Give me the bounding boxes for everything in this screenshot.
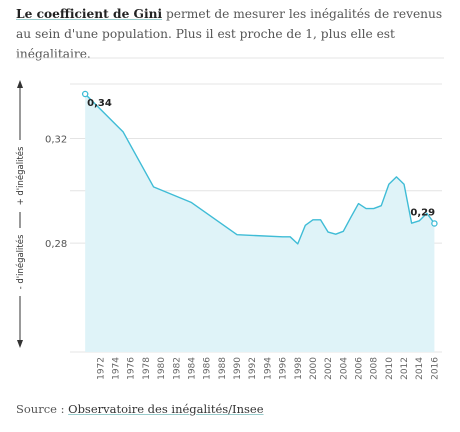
source-label: Source : — [16, 402, 69, 416]
xtick-label: 1990 — [233, 357, 243, 380]
source-line: Source : Observatoire des inégalités/Ins… — [16, 402, 264, 416]
source-link[interactable]: Observatoire des inégalités/Insee — [68, 402, 264, 416]
area-layer — [85, 94, 435, 352]
xtick-label: 1996 — [279, 357, 289, 380]
xtick-label: 1992 — [248, 357, 258, 380]
xtick-label: 2006 — [354, 357, 364, 380]
xtick-label: 1984 — [187, 357, 197, 380]
xtick-label: 1994 — [263, 357, 273, 380]
series-area — [85, 94, 435, 352]
data-label: 0,34 — [87, 98, 112, 109]
ylabel-bottom: - d'inégalités — [15, 234, 26, 289]
ytick-label: 0,28 — [45, 239, 67, 250]
xtick-label: 1976 — [127, 357, 137, 380]
gini-link[interactable]: Le coefficient de Gini — [16, 7, 163, 21]
ylabel-top: + d'inégalités — [15, 146, 26, 205]
intro-paragraph: Le coefficient de Gini permet de mesurer… — [16, 4, 446, 64]
xtick-label: 2004 — [339, 357, 349, 380]
intro-text: permet de mesurer les inégalités de reve… — [16, 7, 443, 61]
xtick-label: 1986 — [203, 357, 213, 380]
xtick-label: 1978 — [142, 357, 152, 380]
annotations: 0,34 0,29 — [87, 98, 435, 218]
xtick-label: 1982 — [172, 357, 182, 380]
xtick-label: 2008 — [370, 357, 380, 380]
data-point[interactable] — [431, 220, 438, 227]
y-arrow-down-icon — [17, 340, 23, 348]
x-ticks: 1972 1974 1976 1978 1980 1982 1984 1986 1988 1990… — [96, 357, 440, 380]
xtick-label: 2012 — [400, 357, 410, 380]
series-line — [84, 93, 435, 245]
xtick-label: 1974 — [112, 357, 122, 380]
xtick-label: 2016 — [430, 357, 440, 380]
xtick-label: 1988 — [218, 357, 228, 380]
ytick-label: 0,32 — [45, 134, 67, 145]
y-ticks: 0,28 0,32 — [45, 134, 67, 250]
y-arrow-up-icon — [17, 80, 23, 88]
xtick-label: 1980 — [157, 357, 167, 380]
xtick-label: 2010 — [385, 357, 395, 380]
xtick-label: 1998 — [294, 357, 304, 380]
series-marks — [81, 90, 438, 245]
xtick-label: 2002 — [324, 357, 334, 380]
data-point[interactable] — [81, 90, 89, 98]
data-label: 0,29 — [410, 207, 435, 218]
xtick-label: 2000 — [309, 357, 319, 380]
xtick-label: 2014 — [415, 357, 425, 380]
xtick-label: 1972 — [96, 357, 106, 380]
y-axis-labels: + d'inégalités - d'inégalités — [15, 80, 26, 348]
